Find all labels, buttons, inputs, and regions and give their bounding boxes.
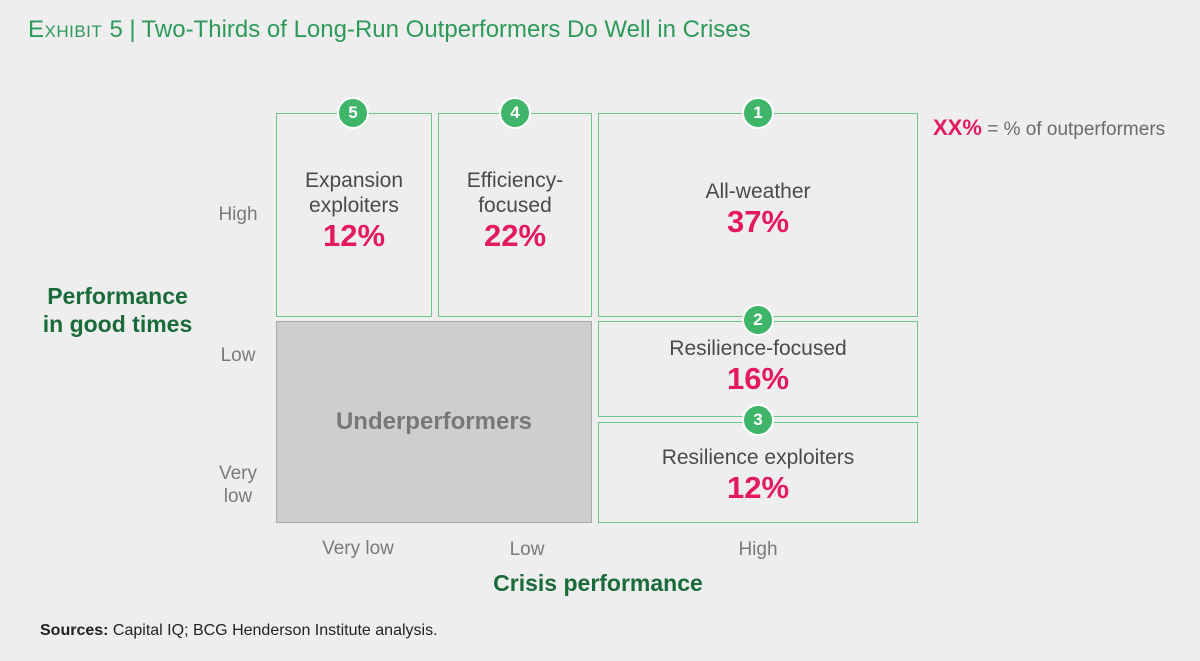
y-axis-label-line1: Performance bbox=[47, 283, 188, 309]
sources-note: Sources: Capital IQ; BCG Henderson Insti… bbox=[40, 622, 438, 640]
exhibit-number: Exhibit 5 bbox=[28, 16, 124, 43]
y-tick-low: Low bbox=[220, 345, 256, 366]
segment-name-line1: Efficiency- bbox=[466, 169, 564, 192]
rank-badge-1: 1 bbox=[742, 97, 774, 129]
segment-percentage: 12% bbox=[726, 470, 790, 505]
segment-efficiency-focused: Efficiency- focused 22% bbox=[438, 113, 592, 317]
legend-key: XX% bbox=[933, 115, 982, 140]
segment-name-line2: exploiters bbox=[309, 194, 399, 217]
sources-label: Sources: bbox=[40, 622, 109, 639]
segment-percentage: 12% bbox=[322, 218, 386, 253]
rank-badge-4: 4 bbox=[499, 97, 531, 129]
y-tick-very-low: low bbox=[223, 486, 253, 507]
segment-percentage: 16% bbox=[726, 361, 790, 396]
x-tick-low: Low bbox=[509, 539, 545, 560]
segment-resilience-focused: Resilience-focused 16% bbox=[598, 321, 918, 417]
segment-name-line1: Resilience exploiters bbox=[661, 446, 855, 469]
x-tick-high: High bbox=[738, 539, 778, 560]
y-tick-high: High bbox=[218, 204, 258, 225]
rank-badge-2: 2 bbox=[742, 304, 774, 336]
rank-badge-3: 3 bbox=[742, 404, 774, 436]
title-separator: | bbox=[129, 16, 136, 43]
y-axis-label: Performance in good times bbox=[30, 282, 205, 338]
legend-text: = % of outperformers bbox=[987, 119, 1166, 140]
segment-percentage: 37% bbox=[726, 204, 790, 239]
segment-resilience-exploiters: Resilience exploiters 12% bbox=[598, 422, 918, 523]
y-tick-very: Very bbox=[218, 463, 258, 484]
legend: XX% = % of outperformers bbox=[933, 115, 1165, 141]
rank-badge-5: 5 bbox=[337, 97, 369, 129]
y-axis-label-line2: in good times bbox=[42, 311, 193, 337]
segment-expansion-exploiters: Expansion exploiters 12% bbox=[276, 113, 432, 317]
segment-name-line2: focused bbox=[478, 194, 552, 217]
underperformers-area: Underperformers bbox=[276, 321, 592, 523]
x-tick-very-low: Very low bbox=[322, 538, 394, 559]
segment-all-weather: All-weather 37% bbox=[598, 113, 918, 317]
exhibit-title: Exhibit 5 | Two-Thirds of Long-Run Outperf… bbox=[28, 16, 751, 44]
segment-name-line1: Expansion bbox=[304, 169, 404, 192]
segment-name-line1: All-weather bbox=[705, 180, 811, 203]
segment-percentage: 22% bbox=[483, 218, 547, 253]
segment-name-line1: Resilience-focused bbox=[669, 337, 847, 360]
x-axis-label: Crisis performance bbox=[493, 570, 703, 596]
sources-text: Capital IQ; BCG Henderson Institute anal… bbox=[112, 622, 438, 639]
title-text: Two-Thirds of Long-Run Outperformers Do … bbox=[141, 16, 751, 43]
